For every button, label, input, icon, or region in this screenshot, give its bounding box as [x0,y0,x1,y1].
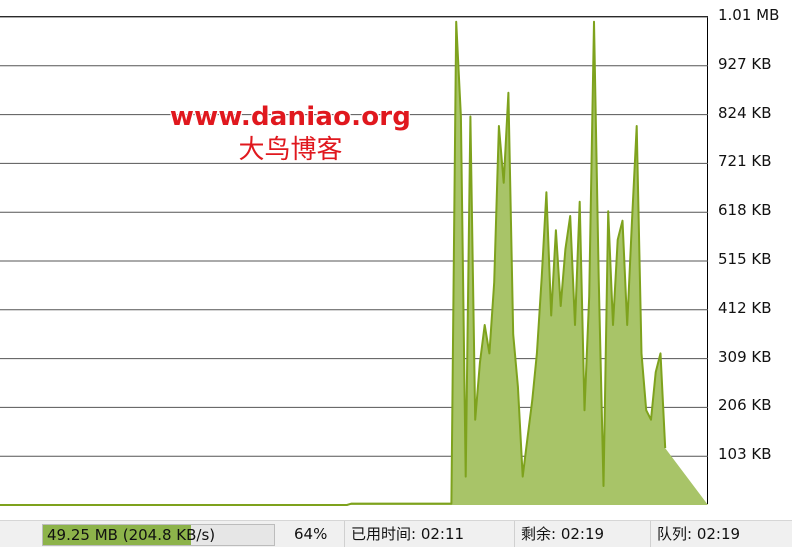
y-tick-label: 721 KB [718,152,772,171]
y-tick-label: 206 KB [718,396,772,415]
y-tick-label: 515 KB [718,250,772,268]
transferred-amount: 49.25 MB (204.8 KB/s) [47,526,216,544]
progress-fill [43,525,191,545]
y-tick-label: 824 KB [718,103,772,122]
progress-percent: 64% [294,525,328,543]
y-tick-label: 1.01 MB [718,6,780,24]
elapsed-time: 已用时间: 02:11 [344,521,514,547]
y-tick-label: 618 KB [718,201,772,220]
transfer-progress-bar: 49.25 MB (204.8 KB/s) [42,524,275,546]
speed-graph: 1.01 MB 927 KB 824 KB 721 KB 618 KB 515 KB 412… [0,6,780,506]
speed-area [0,21,708,505]
speed-line [0,20,667,506]
y-tick-label: 309 KB [718,347,772,366]
speed-chart-svg [0,16,708,506]
y-tick-label: 927 KB [718,54,772,73]
speed-plot-area [0,16,708,506]
queue-time: 队列: 02:19 [650,521,792,547]
status-bar: 49.25 MB (204.8 KB/s) 64% 已用时间: 02:11 剩余… [0,520,792,547]
remaining-time: 剩余: 02:19 [514,521,650,547]
y-tick-label: 103 KB [718,445,772,464]
y-tick-label: 412 KB [718,298,772,317]
